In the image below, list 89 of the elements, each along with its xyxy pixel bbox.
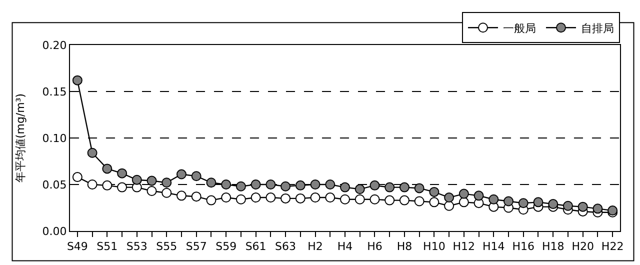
point	[429, 186, 440, 197]
point	[518, 198, 528, 208]
point	[370, 180, 380, 190]
point	[474, 190, 484, 201]
point	[504, 196, 514, 206]
point	[117, 168, 128, 178]
point	[399, 182, 410, 192]
y-tick-label: 0.10	[42, 132, 67, 145]
x-tick-label: S57	[186, 240, 207, 254]
point	[340, 194, 350, 204]
point	[72, 75, 82, 86]
point	[176, 169, 186, 180]
point	[162, 178, 172, 188]
point	[132, 174, 142, 185]
point	[236, 194, 246, 204]
point	[354, 194, 365, 204]
x-tick-label: H22	[601, 240, 624, 254]
point	[146, 186, 157, 196]
point	[414, 196, 424, 206]
point	[250, 192, 261, 203]
point	[102, 180, 112, 190]
point	[87, 148, 98, 158]
point	[250, 180, 261, 190]
x-tick-label: S49	[66, 240, 88, 254]
point	[206, 178, 216, 188]
x-tick-label: H6	[367, 240, 382, 254]
x-tick-label: S51	[96, 240, 118, 254]
x-tick-label: H16	[512, 240, 535, 254]
point	[191, 192, 202, 202]
point	[280, 181, 291, 192]
point	[295, 180, 306, 190]
point	[592, 204, 603, 214]
x-tick-label: S61	[245, 240, 266, 254]
y-axis-title: 年平均値(mg/m³)	[14, 93, 27, 183]
point	[444, 200, 454, 211]
point	[548, 199, 558, 210]
point	[340, 182, 350, 192]
point	[414, 183, 424, 194]
x-tick-label: H14	[482, 240, 505, 254]
point	[384, 182, 395, 192]
point	[87, 180, 98, 190]
point	[266, 180, 276, 190]
point	[578, 202, 588, 212]
point	[325, 192, 336, 203]
point	[399, 195, 410, 206]
point	[310, 192, 320, 203]
y-tick-label: 0.00	[42, 224, 67, 238]
point	[191, 171, 202, 182]
point	[117, 182, 128, 192]
point	[176, 190, 186, 201]
point	[458, 197, 469, 208]
x-tick-label: H10	[423, 240, 446, 254]
x-tick-label: S53	[126, 240, 148, 254]
point	[162, 188, 172, 198]
point	[102, 164, 112, 174]
point	[384, 195, 395, 206]
point	[221, 180, 232, 190]
point	[146, 176, 157, 186]
point	[72, 172, 82, 182]
x-tick-label: H20	[572, 240, 594, 254]
point	[280, 193, 291, 204]
point	[488, 194, 499, 204]
y-tick-label: 0.15	[42, 85, 67, 98]
point	[310, 180, 320, 190]
legend-label: 自排局	[581, 22, 614, 35]
y-tick-label: 0.20	[42, 38, 67, 52]
point	[295, 193, 306, 204]
point	[370, 194, 380, 204]
point	[325, 180, 336, 190]
x-tick-label: H4	[337, 240, 353, 254]
x-tick-label: S59	[216, 240, 237, 254]
y-tick-label: 0.05	[42, 178, 67, 192]
point	[562, 200, 573, 211]
point	[221, 192, 232, 203]
point	[444, 192, 454, 203]
x-tick-label: S63	[275, 240, 296, 254]
x-tick-label: H8	[396, 240, 412, 254]
x-tick-label: H2	[308, 240, 323, 254]
point	[429, 197, 440, 208]
point	[236, 181, 246, 192]
point	[206, 195, 216, 206]
point	[266, 192, 276, 203]
x-tick-label: H18	[542, 240, 564, 254]
legend-label: 一般局	[503, 22, 536, 35]
x-tick-label: H12	[452, 240, 476, 254]
point	[458, 188, 469, 199]
point	[354, 184, 365, 194]
x-tick-label: S55	[156, 240, 178, 254]
point	[533, 197, 544, 208]
